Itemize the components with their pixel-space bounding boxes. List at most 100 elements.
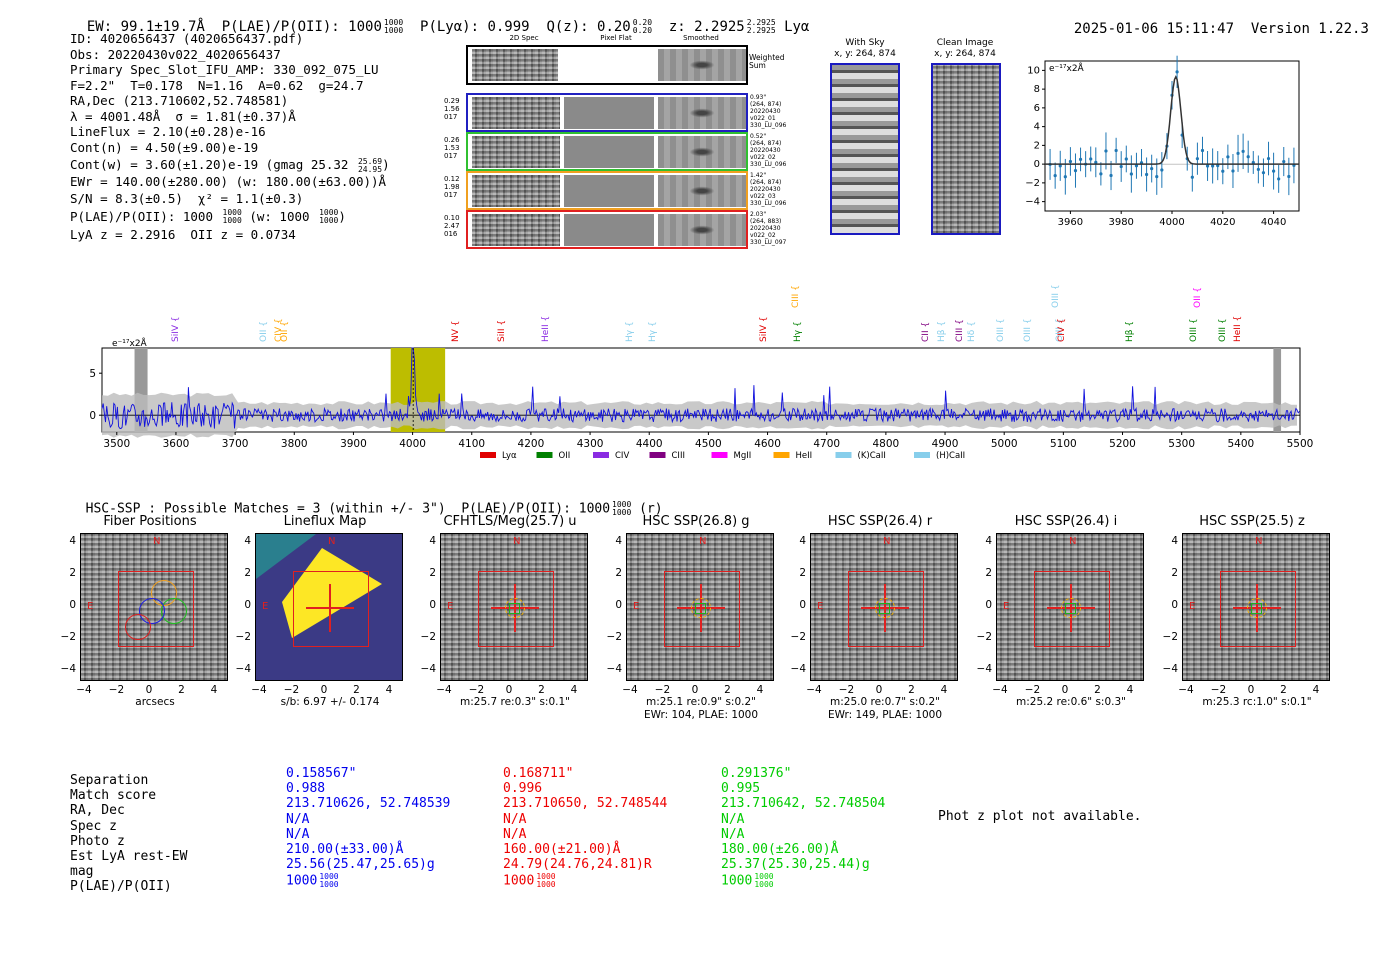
y-tick-label: −2 bbox=[1162, 631, 1178, 643]
data-point bbox=[1073, 168, 1078, 173]
row-info: (264, 874) bbox=[750, 179, 782, 186]
info-line: Primary Spec_Slot_IFU_AMP: 330_092_075_L… bbox=[70, 62, 379, 77]
x-tick-label: 0 bbox=[875, 684, 883, 696]
match-value: N/A bbox=[286, 811, 310, 827]
data-point bbox=[1190, 175, 1194, 179]
data-point bbox=[1211, 164, 1215, 168]
x-tick-label: −2 bbox=[838, 684, 855, 696]
y-tick-label: 4 bbox=[615, 535, 622, 547]
match-value: 25.37(25.30,25.44)g bbox=[721, 857, 870, 873]
plae-value: 1000 bbox=[503, 873, 535, 889]
row-stat: 0.10 bbox=[444, 214, 460, 222]
header-qz-hi: 0.20 bbox=[632, 18, 653, 27]
row-info: 330_LU_097 bbox=[750, 239, 787, 246]
match-value: 0.996 bbox=[503, 781, 543, 797]
emission-line-label: NV { bbox=[451, 321, 461, 342]
emission-line-label: Hβ { bbox=[937, 321, 947, 342]
y-tick-label: −4 bbox=[976, 663, 992, 675]
north-label: N bbox=[883, 536, 891, 547]
match-field-label: Separation bbox=[70, 773, 149, 788]
legend-label: CIV bbox=[615, 451, 629, 461]
emission-line-label: OIII { bbox=[1051, 284, 1061, 308]
data-point bbox=[1282, 159, 1286, 164]
x-tick-label: 3900 bbox=[340, 438, 367, 450]
plae-hi: 1000 bbox=[754, 872, 774, 882]
row-info: 20220430 bbox=[750, 108, 781, 115]
legend-swatch bbox=[649, 452, 666, 458]
aperture-box bbox=[1034, 571, 1110, 647]
x-tick-label: 4 bbox=[940, 684, 948, 696]
hsc-suffix: (r) bbox=[639, 501, 663, 517]
north-label: N bbox=[1255, 536, 1263, 547]
x-tick-label: 2 bbox=[538, 684, 545, 696]
y-tick-label: 2 bbox=[615, 567, 622, 579]
plae-value: 1000 bbox=[286, 873, 318, 889]
x-tick-label: 5500 bbox=[1287, 438, 1314, 450]
match-value: N/A bbox=[286, 826, 310, 842]
x-tick-label: 4600 bbox=[754, 438, 781, 450]
contw-text: Cont(w) = 3.60(±1.20)e-19 (gmag 25.32 bbox=[70, 157, 349, 172]
emission-line-label: Hγ { bbox=[625, 321, 635, 342]
row-info: 330_LU_096 bbox=[750, 161, 787, 168]
row-info: v022_02 bbox=[750, 232, 776, 239]
emission-line-label: OII { bbox=[1193, 287, 1203, 308]
x-tick-label: 2 bbox=[178, 684, 185, 696]
match-value: 213.710650, 52.748544 bbox=[503, 796, 668, 812]
cutout-title: HSC SSP(25.5) z bbox=[1199, 514, 1305, 529]
source-ellipse bbox=[691, 598, 711, 618]
cutout-panel: Fiber Positions N E 4 2 0 −2 −4 −4 −2 0 2 4 arcsecs bbox=[50, 510, 250, 725]
row-info: v022_02 bbox=[750, 154, 776, 161]
header-summary: EW: 99.1±19.7Å P(LAE)/P(OII): 1000 1000 10… bbox=[70, 3, 810, 36]
data-point bbox=[1277, 177, 1281, 181]
match-plae: 1000 1000 1000 bbox=[721, 873, 885, 889]
cutout-title: HSC SSP(26.4) r bbox=[827, 514, 933, 529]
spec-2d-row bbox=[466, 210, 748, 249]
data-point bbox=[1155, 175, 1159, 179]
y-tick-label: −4 bbox=[606, 663, 622, 675]
legend-label: HeII bbox=[796, 451, 813, 461]
emission-line-label: OIII { bbox=[1055, 318, 1065, 342]
x-tick-label: −2 bbox=[654, 684, 671, 696]
row-info: 2.03" bbox=[750, 211, 767, 218]
smoothed-image bbox=[658, 136, 746, 168]
x-tick-label: 4 bbox=[570, 684, 578, 696]
y-tick-label: 10 bbox=[1027, 65, 1040, 76]
data-point bbox=[1251, 160, 1255, 165]
match-value: N/A bbox=[503, 826, 527, 842]
weighted-sum-strip bbox=[466, 45, 748, 85]
data-point bbox=[1221, 169, 1225, 173]
header-z-suffix: Lyα bbox=[784, 19, 810, 35]
match-column-2: 0.168711" 0.996 213.710650, 52.748544 N/A N/… bbox=[503, 766, 667, 889]
hsc-hi: 1000 bbox=[612, 500, 632, 509]
emission-line-label: SiII { bbox=[497, 320, 507, 342]
east-label: E bbox=[447, 601, 454, 612]
cutout-caption: m:25.3 rc:1.0" s:0.1" bbox=[1202, 696, 1312, 708]
row-info: 330_LU_096 bbox=[750, 122, 787, 129]
row-stat: 017 bbox=[444, 191, 458, 199]
y-tick-label: 0 bbox=[615, 599, 622, 611]
plae-text: P(LAE)/P(OII): 1000 bbox=[70, 208, 213, 224]
x-tick-label: 5000 bbox=[991, 438, 1018, 450]
y-tick-label: 0 bbox=[429, 599, 436, 611]
emission-line-label: OIII { bbox=[1023, 318, 1033, 342]
x-tick-label: 0 bbox=[505, 684, 513, 696]
x-tick-label: 4020 bbox=[1210, 217, 1235, 228]
spec-2d-image bbox=[472, 136, 560, 168]
spec-2d-row bbox=[466, 171, 748, 210]
x-tick-label: 5300 bbox=[1168, 438, 1195, 450]
spec-2d-image bbox=[472, 214, 560, 246]
x-tick-label: −4 bbox=[1178, 684, 1194, 696]
row-stat: 017 bbox=[444, 113, 458, 121]
x-tick-label: 4040 bbox=[1261, 217, 1286, 228]
data-point bbox=[1104, 149, 1108, 153]
cutout-caption: m:25.2 re:0.6" s:0.3" bbox=[1016, 696, 1126, 708]
match-labels: Separation Match score RA, Dec Spec z Photo … bbox=[70, 773, 187, 895]
match-value: 210.00(±33.00)Å bbox=[286, 842, 404, 858]
cutout-title: HSC SSP(26.8) g bbox=[642, 514, 750, 529]
data-point bbox=[1145, 172, 1149, 177]
match-value: 0.291376" bbox=[721, 766, 792, 781]
plae-lo: 1000 bbox=[319, 880, 339, 890]
data-point bbox=[1195, 157, 1199, 161]
with-sky-image bbox=[830, 63, 900, 235]
